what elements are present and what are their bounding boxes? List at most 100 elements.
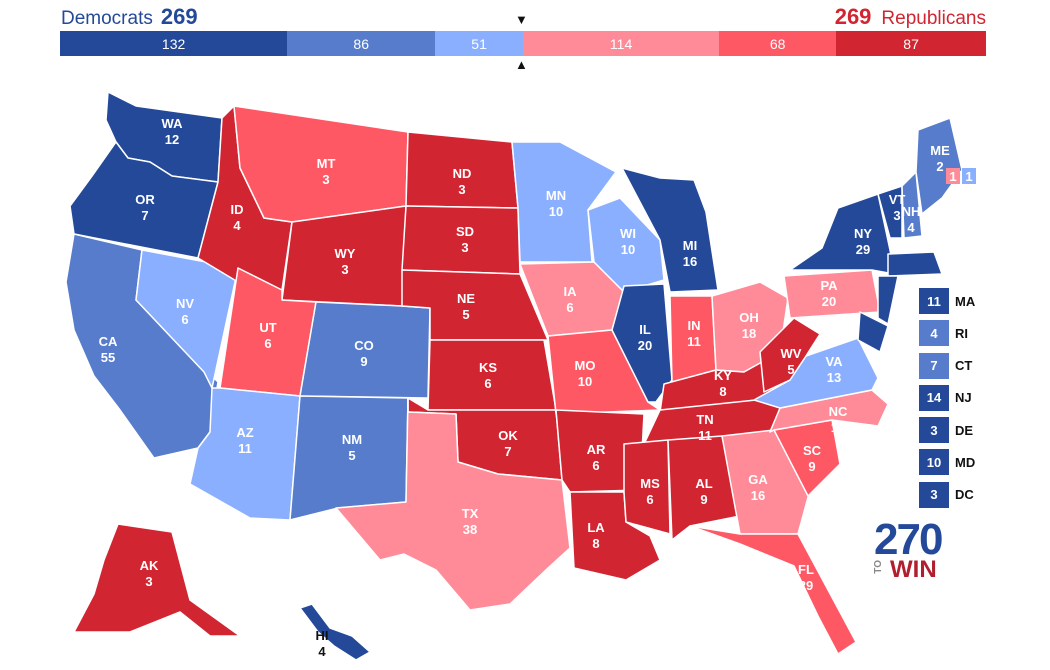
- state-ev-ok: 7: [504, 444, 511, 459]
- state-md-area[interactable]: [857, 311, 889, 353]
- state-nj-area[interactable]: [877, 275, 899, 325]
- state-tx[interactable]: [335, 397, 571, 611]
- state-label-in: IN: [688, 318, 701, 333]
- state-ev-sd: 3: [461, 240, 468, 255]
- small-state-ev: 3: [919, 417, 949, 444]
- state-vt[interactable]: [877, 185, 903, 239]
- state-ms[interactable]: [623, 439, 671, 535]
- state-label-hi: HI: [316, 628, 329, 643]
- state-mi[interactable]: [621, 167, 719, 293]
- state-ev-ga: 16: [751, 488, 765, 503]
- small-state-md[interactable]: 10 MD: [919, 449, 975, 476]
- maine-district-box[interactable]: [946, 168, 960, 184]
- state-label-id: ID: [231, 202, 244, 217]
- state-mo[interactable]: [547, 329, 661, 415]
- state-ev-me: 2: [936, 159, 943, 174]
- state-label-vt: VT: [889, 192, 906, 207]
- logo-to: TO: [873, 560, 884, 574]
- state-nh[interactable]: [901, 171, 923, 239]
- state-ev-ia: 6: [566, 300, 573, 315]
- state-label-ak: AK: [140, 558, 159, 573]
- democrats-label: Democrats: [61, 8, 153, 29]
- state-label-or: OR: [135, 192, 155, 207]
- midpoint-marker-bottom-icon: ▲: [515, 57, 528, 72]
- state-il[interactable]: [611, 283, 673, 403]
- small-states-list: 11 MA 4 RI 7 CT 14 NJ 3 DE 10 MD 3 DC: [919, 288, 975, 514]
- small-state-label: DC: [955, 487, 974, 503]
- state-mn[interactable]: [511, 141, 617, 263]
- small-state-ev: 11: [919, 288, 949, 314]
- state-label-mo: MO: [575, 358, 596, 373]
- small-state-ev: 7: [919, 352, 949, 379]
- small-state-label: NJ: [955, 390, 972, 406]
- small-state-ct[interactable]: 7 CT: [919, 352, 975, 379]
- logo-number: 270: [874, 515, 943, 564]
- state-ak[interactable]: [73, 523, 241, 637]
- state-ny[interactable]: [789, 193, 895, 275]
- state-ev-or: 7: [141, 208, 148, 223]
- tally-segment: 68: [719, 31, 837, 56]
- state-label-tn: TN: [696, 412, 713, 427]
- state-label-ms: MS: [640, 476, 660, 491]
- state-ev-co: 9: [360, 354, 367, 369]
- democrats-total: 269: [160, 4, 198, 29]
- state-ev-hi: 4: [318, 644, 326, 659]
- state-label-wa: WA: [162, 116, 184, 131]
- state-label-oh: OH: [739, 310, 759, 325]
- state-label-mn: MN: [546, 188, 566, 203]
- republicans-total: 269: [834, 4, 872, 29]
- tally-segment: 132: [60, 31, 288, 56]
- state-ev-tx: 38: [463, 522, 477, 537]
- state-wi[interactable]: [587, 197, 665, 293]
- state-ev-sc: 9: [808, 459, 815, 474]
- state-fl[interactable]: [689, 525, 857, 655]
- maine-district-ev: 1: [965, 169, 972, 184]
- tally-segment: 51: [435, 31, 523, 56]
- state-label-sd: SD: [456, 224, 474, 239]
- state-label-nd: ND: [453, 166, 472, 181]
- state-ev-mn: 10: [549, 204, 563, 219]
- state-label-mi: MI: [683, 238, 697, 253]
- state-label-pa: PA: [820, 278, 838, 293]
- state-ev-va: 13: [827, 370, 841, 385]
- state-ev-mi: 16: [683, 254, 697, 269]
- state-ev-wa: 12: [165, 132, 179, 147]
- state-ev-ne: 5: [462, 307, 469, 322]
- state-hi[interactable]: [299, 603, 371, 661]
- small-state-nj[interactable]: 14 NJ: [919, 384, 975, 411]
- state-ev-la: 8: [592, 536, 599, 551]
- state-label-mt: MT: [317, 156, 336, 171]
- small-state-ev: 4: [919, 320, 949, 347]
- state-label-ky: KY: [714, 368, 732, 383]
- state-label-nc: NC: [829, 404, 848, 419]
- republicans-label: Republicans: [881, 8, 986, 29]
- state-ev-az: 11: [238, 441, 252, 456]
- state-ma-area[interactable]: [887, 251, 943, 277]
- logo-win: WIN: [890, 556, 937, 583]
- state-label-al: AL: [695, 476, 712, 491]
- state-ev-ny: 29: [856, 242, 870, 257]
- state-label-nm: NM: [342, 432, 362, 447]
- state-label-nh: NH: [902, 204, 921, 219]
- small-state-ma[interactable]: 11 MA: [919, 288, 975, 314]
- small-state-de[interactable]: 3 DE: [919, 417, 975, 444]
- small-state-dc[interactable]: 3 DC: [919, 481, 975, 508]
- small-state-label: RI: [955, 325, 968, 341]
- maine-district-ev: 1: [949, 169, 956, 184]
- state-ev-mt: 3: [322, 172, 329, 187]
- state-label-ca: CA: [99, 334, 118, 349]
- state-ev-ms: 6: [646, 492, 653, 507]
- state-ks[interactable]: [427, 339, 557, 411]
- small-state-ri[interactable]: 4 RI: [919, 320, 975, 347]
- state-ev-wy: 3: [341, 262, 348, 277]
- state-label-tx: TX: [462, 506, 479, 521]
- state-label-sc: SC: [803, 443, 822, 458]
- state-ev-ar: 6: [592, 458, 599, 473]
- state-ar[interactable]: [555, 409, 645, 493]
- state-al[interactable]: [667, 435, 741, 541]
- state-ev-nd: 3: [458, 182, 465, 197]
- state-label-wv: WV: [781, 346, 802, 361]
- maine-district-box[interactable]: [962, 168, 976, 184]
- state-label-ok: OK: [498, 428, 518, 443]
